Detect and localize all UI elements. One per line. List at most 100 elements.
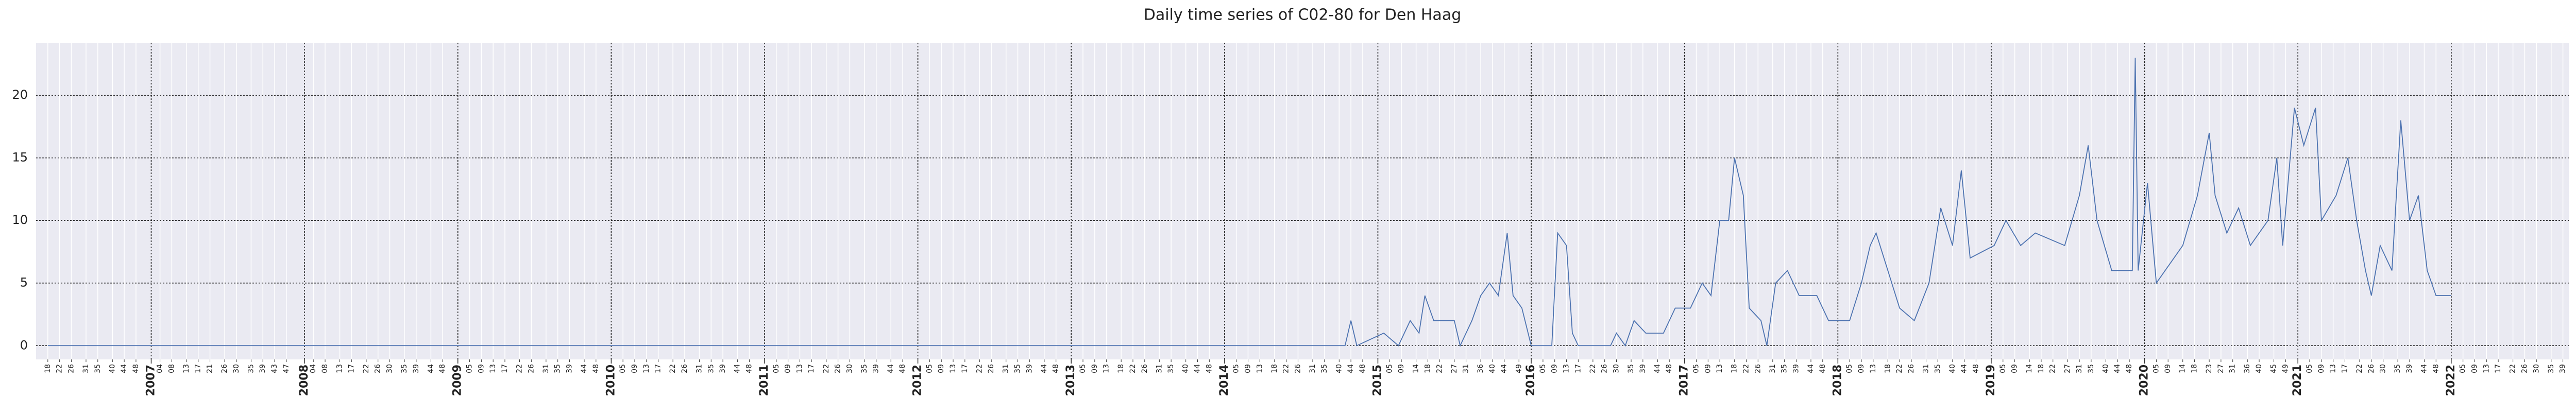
- x-tick-label: 09: [631, 364, 639, 373]
- x-tick-label: 14: [2025, 364, 2033, 373]
- x-tick-label: 18: [1117, 364, 1125, 373]
- x-tick-label: 48: [745, 364, 753, 373]
- x-tick-label: 18: [1270, 364, 1279, 373]
- x-tick-label: 13: [1563, 364, 1571, 373]
- x-tick-label: 05: [466, 364, 474, 373]
- x-major-label: 2008: [298, 365, 311, 396]
- x-tick-label: 22: [2355, 364, 2364, 373]
- x-tick-label: 09: [1857, 364, 1866, 373]
- x-tick-label: 04: [309, 364, 317, 373]
- x-tick-label: 31: [1769, 364, 1777, 373]
- x-tick-label: 30: [1613, 364, 1621, 373]
- x-tick-label: 22: [362, 364, 370, 373]
- x-tick-label: 45: [2270, 364, 2278, 373]
- x-tick-label: 26: [2367, 364, 2376, 373]
- x-tick-label: 14: [1412, 364, 1420, 373]
- x-tick-label: 26: [834, 364, 842, 373]
- x-tick-label: 13: [642, 364, 651, 373]
- x-tick-label: 35: [1014, 364, 1022, 373]
- x-tick-label: 31: [1462, 364, 1470, 373]
- x-major-label: 2019: [1985, 365, 1997, 396]
- x-tick-label: 13: [489, 364, 497, 373]
- x-major-label: 2012: [911, 365, 924, 396]
- x-tick-label: 31: [82, 364, 90, 373]
- x-tick-label: 26: [221, 364, 229, 373]
- x-tick-label: 36: [1477, 364, 1485, 373]
- x-tick-label: 13: [949, 364, 957, 373]
- x-tick-label: 39: [1792, 364, 1800, 373]
- x-tick-label: 31: [542, 364, 550, 373]
- x-tick-label: 18: [44, 364, 52, 373]
- x-tick-label: 39: [719, 364, 727, 373]
- x-tick-label: 43: [270, 364, 279, 373]
- x-tick-label: 35: [2547, 364, 2555, 373]
- x-tick-label: 49: [2281, 364, 2290, 373]
- x-tick-label: 04: [156, 364, 164, 373]
- x-tick-label: 35: [1781, 364, 1789, 373]
- x-tick-label: 36: [2243, 364, 2251, 373]
- x-tick-label: 17: [807, 364, 816, 373]
- x-tick-label: 48: [132, 364, 140, 373]
- x-major-label: 2007: [144, 365, 157, 396]
- x-tick-label: 44: [1653, 364, 1662, 373]
- x-tick-label: 09: [2011, 364, 2019, 373]
- x-tick-label: 05: [1232, 364, 1241, 373]
- x-tick-label: 26: [67, 364, 75, 373]
- x-tick-label: 44: [120, 364, 128, 373]
- x-tick-label: 13: [1869, 364, 1877, 373]
- x-tick-label: 23: [2205, 364, 2213, 373]
- x-tick-label: 05: [1079, 364, 1087, 373]
- y-tick-label: 15: [12, 150, 28, 165]
- x-tick-label: 22: [1282, 364, 1291, 373]
- x-tick-label: 39: [2559, 364, 2567, 373]
- x-major-label: 2017: [1678, 365, 1691, 396]
- x-tick-label: 05: [1999, 364, 2007, 373]
- x-tick-label: 17: [194, 364, 202, 373]
- x-tick-label: 35: [1934, 364, 1942, 373]
- y-tick-label: 10: [12, 213, 28, 227]
- x-tick-label: 17: [2341, 364, 2349, 373]
- x-tick-label: 49: [1515, 364, 1523, 373]
- x-major-label: 2015: [1371, 365, 1384, 396]
- x-tick-label: 22: [1435, 364, 1444, 373]
- x-tick-label: 39: [565, 364, 573, 373]
- x-tick-label: 40: [1335, 364, 1343, 373]
- x-tick-label: 44: [2113, 364, 2122, 373]
- x-tick-label: 44: [1960, 364, 1969, 373]
- x-tick-label: 22: [1129, 364, 1137, 373]
- y-tick-label: 20: [12, 88, 28, 102]
- x-tick-label: 30: [845, 364, 854, 373]
- x-tick-label: 48: [1052, 364, 1060, 373]
- x-tick-label: 09: [1704, 364, 1712, 373]
- x-tick-label: 22: [516, 364, 524, 373]
- x-tick-label: 18: [1731, 364, 1739, 373]
- x-tick-label: 09: [1244, 364, 1252, 373]
- x-tick-label: 48: [438, 364, 447, 373]
- x-tick-label: 26: [1141, 364, 1149, 373]
- x-tick-label: 17: [501, 364, 509, 373]
- x-tick-label: 35: [1320, 364, 1329, 373]
- x-tick-label: 44: [1193, 364, 1201, 373]
- x-tick-label: 44: [1347, 364, 1355, 373]
- x-tick-label: 48: [2432, 364, 2440, 373]
- x-tick-label: 26: [1601, 364, 1609, 373]
- x-tick-label: 13: [1716, 364, 1724, 373]
- x-tick-label: 22: [2049, 364, 2057, 373]
- x-tick-label: 44: [580, 364, 588, 373]
- x-tick-label: 35: [94, 364, 102, 373]
- x-tick-label: 05: [925, 364, 934, 373]
- x-tick-label: 35: [1627, 364, 1635, 373]
- x-tick-label: 09: [2317, 364, 2326, 373]
- x-tick-label: 30: [2532, 364, 2540, 373]
- x-tick-label: 39: [872, 364, 880, 373]
- x-major-label: 2020: [2138, 365, 2151, 396]
- x-tick-label: 09: [2164, 364, 2172, 373]
- x-tick-label: 17: [1574, 364, 1582, 373]
- x-tick-label: 13: [336, 364, 344, 373]
- x-tick-label: 31: [2075, 364, 2083, 373]
- x-tick-label: 17: [2494, 364, 2502, 373]
- x-tick-label: 13: [2329, 364, 2337, 373]
- x-tick-label: 26: [1294, 364, 1302, 373]
- x-tick-label: 35: [707, 364, 715, 373]
